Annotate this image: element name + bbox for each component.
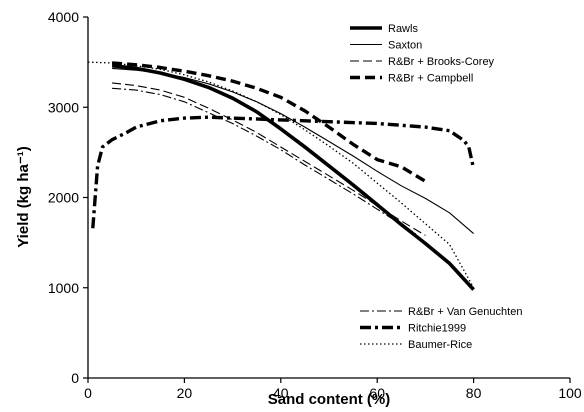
series-lines xyxy=(87,61,476,291)
series-line-4 xyxy=(112,87,417,235)
x-tick-label: 60 xyxy=(369,385,385,401)
x-tick-label: 80 xyxy=(466,385,482,401)
x-tick-label: 0 xyxy=(84,385,92,401)
series-line-5 xyxy=(91,115,476,229)
y-tick-label: 3000 xyxy=(48,99,79,115)
y-tick-label: 2000 xyxy=(48,190,79,206)
y-tick-label: 1000 xyxy=(48,280,79,296)
series-line-2 xyxy=(112,82,426,236)
legend-bottom-right: R&Br + Van Genuchten Ritchie1999 Baumer-Ri… xyxy=(360,306,522,351)
y-tick-label: 0 xyxy=(71,370,79,386)
series-line-0 xyxy=(111,63,475,291)
legend-label: Ritchie1999 xyxy=(408,323,466,335)
legend-label: Saxton xyxy=(388,40,422,52)
legend-label: Rawls xyxy=(388,23,418,35)
series-line-1 xyxy=(112,67,474,235)
legend-label: Baumer-Rice xyxy=(408,339,472,351)
y-axis-title: Yield (kg ha⁻¹) xyxy=(15,146,32,248)
x-axis-title: Sand content (%) xyxy=(268,391,391,408)
y-tick-label: 4000 xyxy=(48,9,79,25)
x-tick-label: 40 xyxy=(273,385,289,401)
series-line-6 xyxy=(87,61,475,289)
x-tick-label: 20 xyxy=(177,385,193,401)
legend-label: R&Br + Brooks-Corey xyxy=(388,56,495,68)
legend-label: R&Br + Campbell xyxy=(388,73,473,85)
legend-top-right: Rawls Saxton R&Br + Brooks-Corey R&Br + Cam… xyxy=(350,23,495,85)
series-line-3 xyxy=(111,61,427,183)
x-tick-label: 100 xyxy=(558,385,582,401)
legend-label: R&Br + Van Genuchten xyxy=(408,306,522,318)
